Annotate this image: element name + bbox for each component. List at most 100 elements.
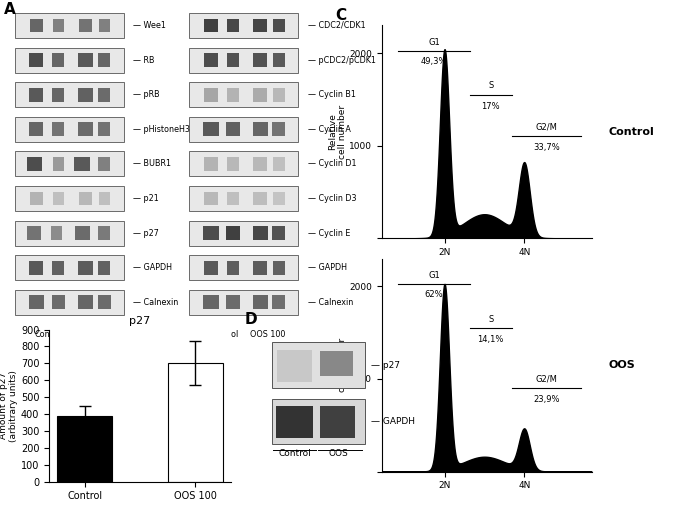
Bar xyxy=(75,226,90,240)
Text: — pRB: — pRB xyxy=(133,90,160,99)
Bar xyxy=(189,82,298,107)
Text: G1: G1 xyxy=(428,38,440,47)
Bar xyxy=(272,122,286,136)
Bar xyxy=(253,157,267,171)
Bar xyxy=(78,53,92,67)
Text: A: A xyxy=(4,2,15,17)
Text: — p21: — p21 xyxy=(133,194,159,203)
Bar xyxy=(52,261,64,275)
Bar xyxy=(52,192,64,205)
Bar xyxy=(204,192,218,205)
Bar xyxy=(253,53,267,67)
Bar xyxy=(189,186,298,211)
Y-axis label: Amount of p27
(arbitrary units): Amount of p27 (arbitrary units) xyxy=(0,370,18,442)
Bar xyxy=(79,19,92,32)
Text: — BUBR1: — BUBR1 xyxy=(133,159,171,168)
Bar xyxy=(227,261,239,275)
Bar xyxy=(27,226,41,240)
Bar xyxy=(253,122,268,136)
Bar xyxy=(29,53,43,67)
Text: — Wee1: — Wee1 xyxy=(133,21,166,30)
Bar xyxy=(204,296,219,309)
Text: — Cyclin A: — Cyclin A xyxy=(307,125,351,134)
Text: G1: G1 xyxy=(428,271,440,280)
Text: — p27: — p27 xyxy=(371,360,400,370)
Bar xyxy=(99,19,110,32)
Y-axis label: Relative
cell number: Relative cell number xyxy=(328,338,347,392)
Bar xyxy=(189,290,298,315)
Text: G2/M: G2/M xyxy=(536,123,557,132)
Bar xyxy=(189,117,298,142)
Bar xyxy=(226,296,239,309)
Text: 33,7%: 33,7% xyxy=(533,143,560,152)
Text: — Cyclin D1: — Cyclin D1 xyxy=(307,159,356,168)
Text: — CDC2/CDK1: — CDC2/CDK1 xyxy=(307,21,365,30)
Bar xyxy=(50,226,62,240)
Bar xyxy=(167,364,223,482)
Bar xyxy=(15,13,124,38)
Text: — pCDC2/pCDK1: — pCDC2/pCDK1 xyxy=(307,56,375,64)
Bar xyxy=(15,186,124,211)
Bar xyxy=(189,152,298,176)
Bar xyxy=(227,192,239,205)
Bar xyxy=(272,226,286,240)
Bar xyxy=(204,157,218,171)
Bar xyxy=(272,342,365,388)
Bar xyxy=(273,157,285,171)
Bar xyxy=(15,48,124,73)
Text: Control: Control xyxy=(608,127,654,137)
Bar xyxy=(189,255,298,280)
Bar xyxy=(52,19,64,32)
Text: — Calnexin: — Calnexin xyxy=(307,298,353,307)
Bar xyxy=(273,53,285,67)
Text: OOS 100: OOS 100 xyxy=(76,331,111,340)
Bar xyxy=(15,82,124,107)
Text: 49,3%: 49,3% xyxy=(421,57,447,66)
Bar xyxy=(227,157,239,171)
Bar xyxy=(98,261,110,275)
Bar xyxy=(204,261,218,275)
Bar xyxy=(204,122,219,136)
Bar xyxy=(74,157,90,171)
Bar xyxy=(189,13,298,38)
Bar xyxy=(273,19,285,32)
Text: C: C xyxy=(335,8,346,23)
Text: 23,9%: 23,9% xyxy=(533,395,559,404)
Bar xyxy=(98,226,110,240)
Text: OOS: OOS xyxy=(608,360,635,370)
Text: G2/M: G2/M xyxy=(536,375,557,384)
Text: — p27: — p27 xyxy=(133,229,159,238)
Bar xyxy=(276,406,313,438)
Bar xyxy=(29,88,43,101)
Bar xyxy=(98,157,110,171)
Bar xyxy=(78,122,92,136)
Text: — GAPDH: — GAPDH xyxy=(307,263,346,272)
Bar xyxy=(320,406,356,438)
Bar xyxy=(52,88,64,101)
Text: — Cyclin D3: — Cyclin D3 xyxy=(307,194,356,203)
Bar xyxy=(15,152,124,176)
Bar xyxy=(273,88,285,101)
Bar xyxy=(78,261,92,275)
Text: Control: Control xyxy=(279,449,312,458)
Y-axis label: Relative
cell number: Relative cell number xyxy=(328,105,347,159)
Bar xyxy=(98,88,110,101)
Bar xyxy=(29,296,44,309)
Bar xyxy=(253,296,268,309)
Text: — Cyclin B1: — Cyclin B1 xyxy=(307,90,356,99)
Text: — Cyclin E: — Cyclin E xyxy=(307,229,350,238)
Bar xyxy=(253,88,267,101)
Bar xyxy=(273,261,285,275)
Bar xyxy=(227,19,239,32)
Bar xyxy=(99,192,110,205)
Text: — GAPDH: — GAPDH xyxy=(133,263,172,272)
Bar xyxy=(52,296,65,309)
Bar xyxy=(227,88,239,101)
Bar xyxy=(204,19,218,32)
Bar xyxy=(79,192,92,205)
Text: S: S xyxy=(488,314,494,323)
Text: OOS 100: OOS 100 xyxy=(250,331,286,340)
Text: 62%: 62% xyxy=(425,291,443,300)
Bar xyxy=(78,296,93,309)
Bar xyxy=(204,53,218,67)
